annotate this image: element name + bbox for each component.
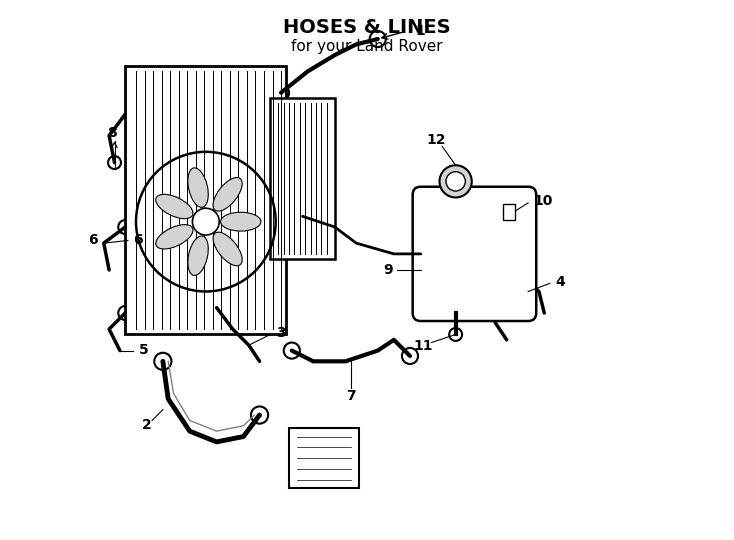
Text: 6: 6	[134, 233, 143, 247]
Ellipse shape	[188, 236, 208, 275]
Ellipse shape	[213, 178, 242, 211]
FancyBboxPatch shape	[503, 205, 515, 220]
Ellipse shape	[156, 225, 193, 249]
Circle shape	[440, 165, 472, 198]
Text: 1: 1	[415, 24, 425, 38]
Ellipse shape	[221, 212, 261, 231]
Text: HOSES & LINES: HOSES & LINES	[283, 17, 451, 37]
Ellipse shape	[213, 232, 242, 266]
Text: 4: 4	[555, 275, 564, 289]
Text: 7: 7	[346, 389, 356, 403]
Text: for your Land Rover: for your Land Rover	[291, 39, 443, 54]
Text: 12: 12	[426, 133, 446, 147]
Text: 2: 2	[142, 418, 152, 431]
Text: 5: 5	[139, 342, 148, 356]
Text: 10: 10	[534, 194, 553, 208]
FancyBboxPatch shape	[126, 66, 286, 334]
Circle shape	[446, 172, 465, 191]
Ellipse shape	[156, 194, 193, 219]
Text: 11: 11	[414, 339, 433, 353]
Text: 9: 9	[384, 263, 393, 277]
Text: 6: 6	[88, 233, 98, 247]
Ellipse shape	[188, 168, 208, 207]
Circle shape	[192, 208, 219, 235]
FancyBboxPatch shape	[289, 428, 359, 488]
FancyBboxPatch shape	[413, 187, 537, 321]
Text: 3: 3	[276, 326, 286, 340]
Text: 8: 8	[107, 126, 117, 140]
FancyBboxPatch shape	[270, 98, 335, 259]
